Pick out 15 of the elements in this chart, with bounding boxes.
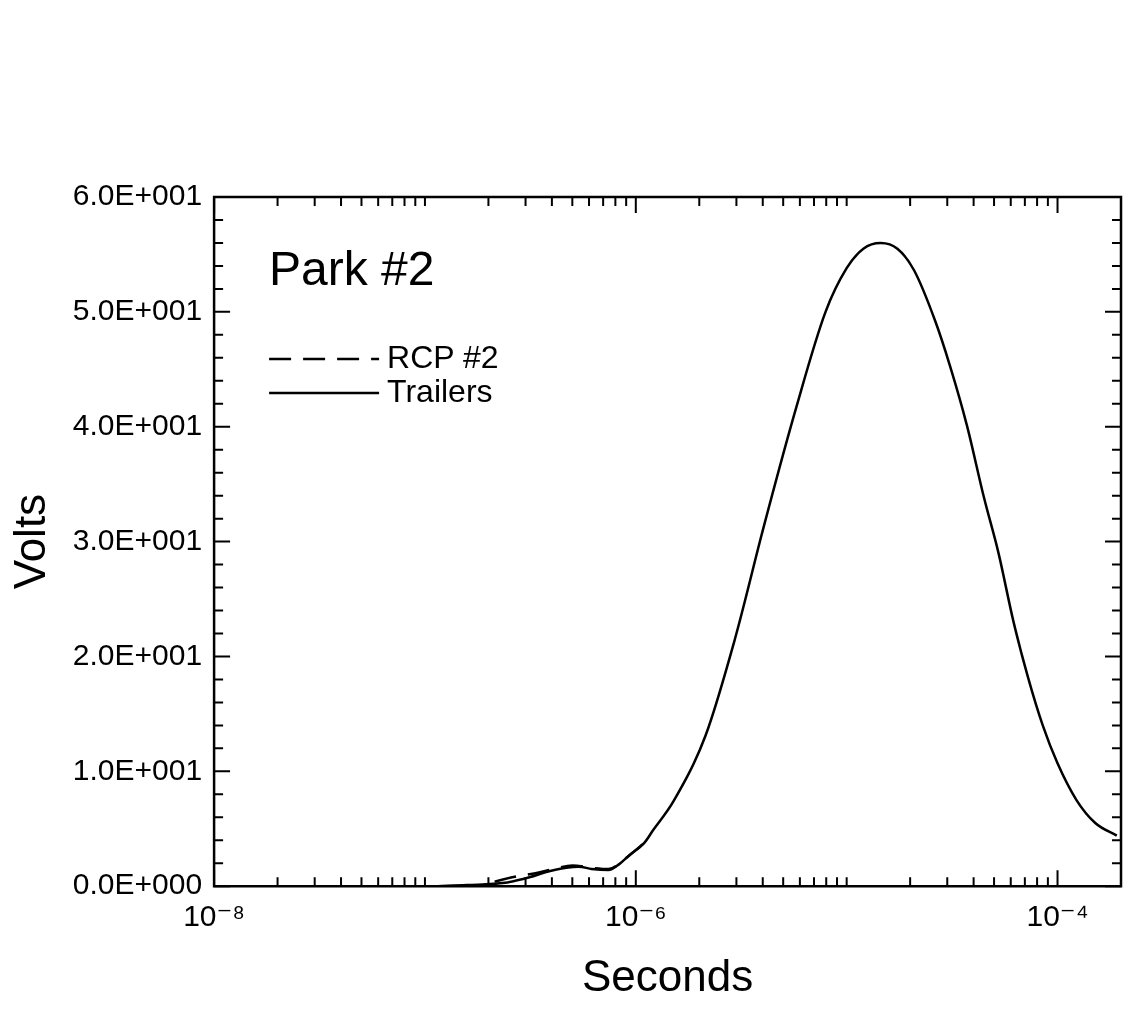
y-tick-label: 0.0E+000 [72,867,203,901]
y-tick-label: 2.0E+001 [72,637,203,671]
text: Park #2 [269,242,435,296]
y-tick-label: 5.0E+001 [72,293,203,327]
y-tick-label: 6.0E+001 [72,178,203,212]
legend-label: RCP #2 [387,338,499,375]
y-tick-label: 1.0E+001 [72,752,203,786]
x-tick-label: 10⁻⁸ [183,899,246,933]
x-axis-title: Seconds [581,950,754,1000]
x-tick-label: 10⁻⁴ [1026,899,1089,933]
y-tick-label: 3.0E+001 [72,522,203,556]
y-axis-title: Volts [4,493,54,590]
y-tick-label: 4.0E+001 [72,408,203,441]
x-tick-label: 10⁻⁶ [605,899,667,933]
legend-label: Trailers [387,372,493,409]
